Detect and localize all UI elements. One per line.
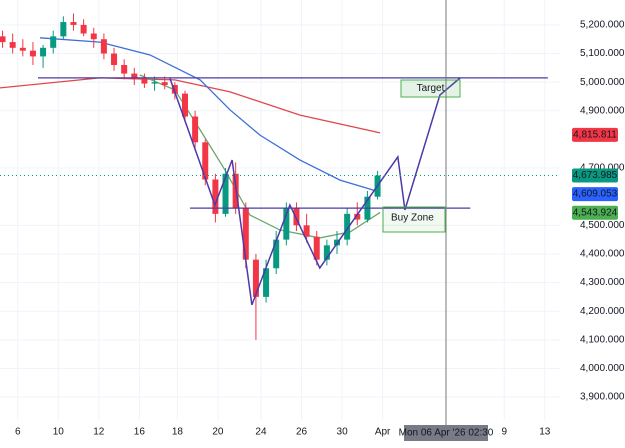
candle-body (131, 73, 138, 80)
candle-body (283, 208, 290, 240)
y-tick-label: 4,000.000 (580, 363, 625, 374)
annotation-text: Target (417, 83, 445, 94)
candle-body (0, 36, 6, 43)
y-tick-label: 5,100.000 (580, 48, 625, 59)
annotation-box (382, 206, 446, 233)
moving-average (139, 74, 381, 239)
y-tick-label: 4,400.000 (580, 249, 625, 260)
moving-average (0, 77, 381, 134)
candle-body (29, 50, 36, 57)
candle-body (181, 93, 188, 117)
x-tick-label: 6 (15, 427, 21, 438)
x-tick-label: Apr (375, 427, 391, 438)
candle-body (111, 53, 118, 65)
candle-body (192, 116, 199, 143)
y-tick-label: 5,200.000 (580, 20, 625, 31)
price-label: 4,815.811 (573, 130, 617, 141)
y-tick-label: 4,100.000 (580, 334, 625, 345)
candle-body (121, 64, 128, 74)
x-tick-label: 26 (296, 427, 308, 438)
candle-body (40, 47, 47, 57)
price-label-box (572, 187, 618, 202)
candle-body (303, 225, 310, 237)
price-label-box (572, 127, 618, 142)
x-tick-label: 20 (212, 427, 224, 438)
x-tick-label: 13 (539, 427, 551, 438)
annotation-box (400, 79, 461, 98)
candle-body (60, 22, 67, 37)
candle-body (313, 236, 320, 260)
y-tick-label: 4,700.000 (580, 163, 625, 174)
candle-body (141, 79, 148, 84)
candle-body (70, 22, 77, 25)
candle-body (90, 33, 97, 40)
x-tick-label: 18 (172, 427, 184, 438)
candle-body (151, 82, 158, 84)
x-tick-label: 24 (255, 427, 267, 438)
x-tick-label: 30 (337, 427, 349, 438)
x-tick-label: 16 (134, 427, 146, 438)
candle-body (9, 42, 16, 48)
price-label-box (572, 168, 618, 183)
moving-average (39, 37, 381, 193)
candle-body (273, 239, 280, 269)
y-tick-label: 4,900.000 (580, 105, 625, 116)
pattern-line (169, 77, 461, 306)
candle-body (212, 179, 219, 214)
candle-body (202, 142, 209, 180)
x-tick-label: 9 (501, 427, 507, 438)
candle-body (50, 36, 57, 48)
candle-body (344, 213, 351, 240)
annotation-text: Buy Zone (391, 213, 434, 224)
candle-body (100, 39, 107, 54)
x-tick-label: 12 (93, 427, 105, 438)
price-label: 4,673.985 (573, 170, 618, 181)
price-label: 4,609.053 (573, 189, 618, 200)
y-tick-label: 3,900.000 (580, 392, 625, 403)
candle-body (242, 208, 249, 260)
candle-body (222, 173, 229, 214)
candle-body (171, 85, 178, 94)
x-tick-label: 10 (53, 427, 65, 438)
y-tick-label: 4,200.000 (580, 306, 625, 317)
candle-body (80, 24, 87, 34)
y-tick-label: 5,000.000 (580, 77, 625, 88)
candle-body (263, 268, 270, 297)
crosshair-box (404, 425, 488, 441)
candle-body (323, 245, 330, 260)
y-tick-label: 4,500.000 (580, 220, 625, 231)
crosshair-label: Mon 06 Apr '26 02:30 (399, 428, 494, 439)
price-label: 4,543.924 (573, 207, 618, 218)
candle-body (161, 82, 168, 86)
candle-body (293, 208, 300, 226)
candle-body (19, 47, 26, 51)
candle-body (354, 213, 361, 220)
candle-body (252, 259, 259, 297)
price-label-box (572, 205, 618, 220)
y-tick-label: 4,300.000 (580, 277, 625, 288)
